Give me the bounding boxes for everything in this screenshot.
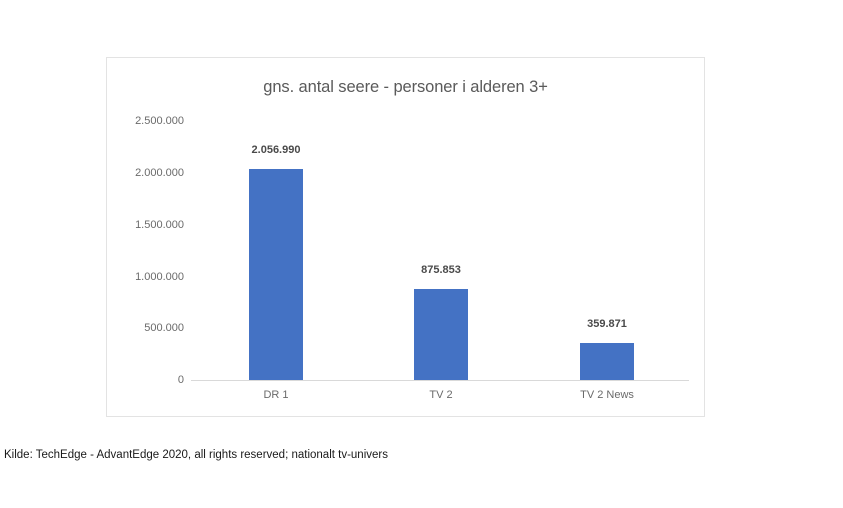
chart-title: gns. antal seere - personer i alderen 3+: [263, 78, 548, 96]
bar-value-label-tv-2: 875.853: [421, 264, 461, 276]
x-axis-line: [191, 380, 689, 381]
bar-value-label-dr-1: 2.056.990: [251, 144, 301, 156]
bar-tv-2-news[interactable]: [580, 343, 634, 380]
source-caption: Kilde: TechEdge - AdvantEdge 2020, all r…: [4, 449, 388, 461]
bar-tv-2[interactable]: [414, 289, 468, 380]
y-axis-tick-label-2000000: 2.000.000: [135, 167, 184, 179]
y-axis-tick-label-2500000: 2.500.000: [135, 115, 184, 127]
y-axis-tick-label-500000: 500.000: [144, 322, 184, 334]
y-axis-tick-label-1000000: 1.000.000: [135, 271, 184, 283]
x-axis-tick-label-tv-2: TV 2: [429, 389, 453, 401]
bar-dr-1[interactable]: [249, 169, 303, 380]
x-axis-tick-label-dr-1: DR 1: [263, 389, 289, 401]
chart-container: gns. antal seere - personer i alderen 3+…: [106, 57, 705, 417]
x-axis-tick-label-tv-2-news: TV 2 News: [580, 389, 634, 401]
y-axis-tick-label-0: 0: [177, 374, 184, 386]
y-axis-tick-label-1500000: 1.500.000: [135, 219, 184, 231]
plot-area: 2.500.000 2.000.000 1.500.000 1.000.000 …: [107, 58, 704, 416]
bar-value-label-tv-2-news: 359.871: [587, 318, 627, 330]
